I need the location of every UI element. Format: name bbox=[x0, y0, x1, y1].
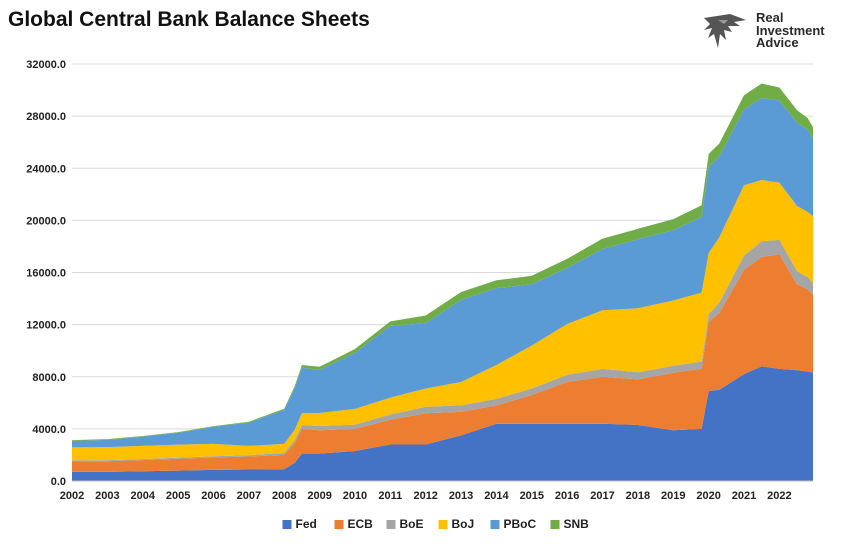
y-tick-label: 32000.0 bbox=[26, 59, 66, 71]
x-tick-label: 2021 bbox=[732, 490, 756, 502]
legend-swatch-boj bbox=[438, 520, 448, 529]
x-tick-label: 2022 bbox=[767, 490, 791, 502]
x-tick-label: 2016 bbox=[555, 490, 579, 502]
legend-swatch-ecb bbox=[334, 520, 344, 529]
y-tick-label: 8000.0 bbox=[32, 372, 66, 384]
legend-label-boe: BoE bbox=[400, 517, 424, 531]
x-tick-label: 2014 bbox=[484, 490, 509, 502]
axes: 0.0 4000.0 8000.0 12000.0 16000.0 20000.0 2400… bbox=[26, 59, 813, 502]
area-series bbox=[72, 83, 813, 481]
legend-label-ecb: ECB bbox=[348, 517, 374, 531]
x-tick-label: 2007 bbox=[237, 490, 261, 502]
x-tick-label: 2004 bbox=[130, 490, 155, 502]
legend-label-boj: BoJ bbox=[452, 517, 475, 531]
x-tick-label: 2017 bbox=[590, 490, 614, 502]
y-tick-label: 0.0 bbox=[51, 476, 66, 488]
brand-logo: Real Investment Advice bbox=[700, 10, 840, 56]
x-tick-label: 2002 bbox=[60, 490, 84, 502]
legend-label-snb: SNB bbox=[564, 517, 590, 531]
x-tick-label: 2015 bbox=[520, 490, 544, 502]
chart-title: Global Central Bank Balance Sheets bbox=[8, 8, 370, 31]
x-tick-label: 2008 bbox=[272, 490, 296, 502]
x-tick-label: 2009 bbox=[307, 490, 331, 502]
area-snb bbox=[72, 83, 813, 441]
legend: Fed ECB BoE BoJ PBoC SNB bbox=[282, 517, 590, 531]
y-tick-label: 28000.0 bbox=[26, 111, 66, 123]
brand-wordmark: Real Investment Advice bbox=[756, 10, 825, 50]
x-tick-label: 2010 bbox=[343, 490, 367, 502]
x-tick-label: 2018 bbox=[626, 490, 650, 502]
legend-label-pboc: PBoC bbox=[504, 517, 537, 531]
legend-swatch-snb bbox=[550, 520, 560, 529]
area-ecb bbox=[72, 254, 813, 472]
x-tick-label: 2012 bbox=[413, 490, 437, 502]
legend-swatch-boe bbox=[386, 520, 396, 529]
legend-swatch-fed bbox=[282, 520, 292, 529]
area-fed bbox=[72, 366, 813, 481]
y-tick-label: 12000.0 bbox=[26, 320, 66, 332]
x-tick-label: 2003 bbox=[95, 490, 119, 502]
legend-swatch-pboc bbox=[490, 520, 500, 529]
x-tick-label: 2019 bbox=[661, 490, 685, 502]
y-tick-label: 20000.0 bbox=[26, 215, 66, 227]
x-tick-label: 2006 bbox=[201, 490, 225, 502]
area-pboc bbox=[72, 97, 813, 448]
x-tick-label: 2005 bbox=[166, 490, 190, 502]
legend-label-fed: Fed bbox=[296, 517, 317, 531]
x-tick-label: 2011 bbox=[378, 490, 402, 502]
area-boj bbox=[72, 180, 813, 461]
eagle-logo-icon bbox=[704, 14, 746, 48]
x-tick-label: 2013 bbox=[449, 490, 473, 502]
y-tick-label: 16000.0 bbox=[26, 268, 66, 280]
x-tick-label: 2020 bbox=[696, 490, 720, 502]
y-tick-label: 4000.0 bbox=[32, 424, 66, 436]
y-tick-label: 24000.0 bbox=[26, 163, 66, 175]
